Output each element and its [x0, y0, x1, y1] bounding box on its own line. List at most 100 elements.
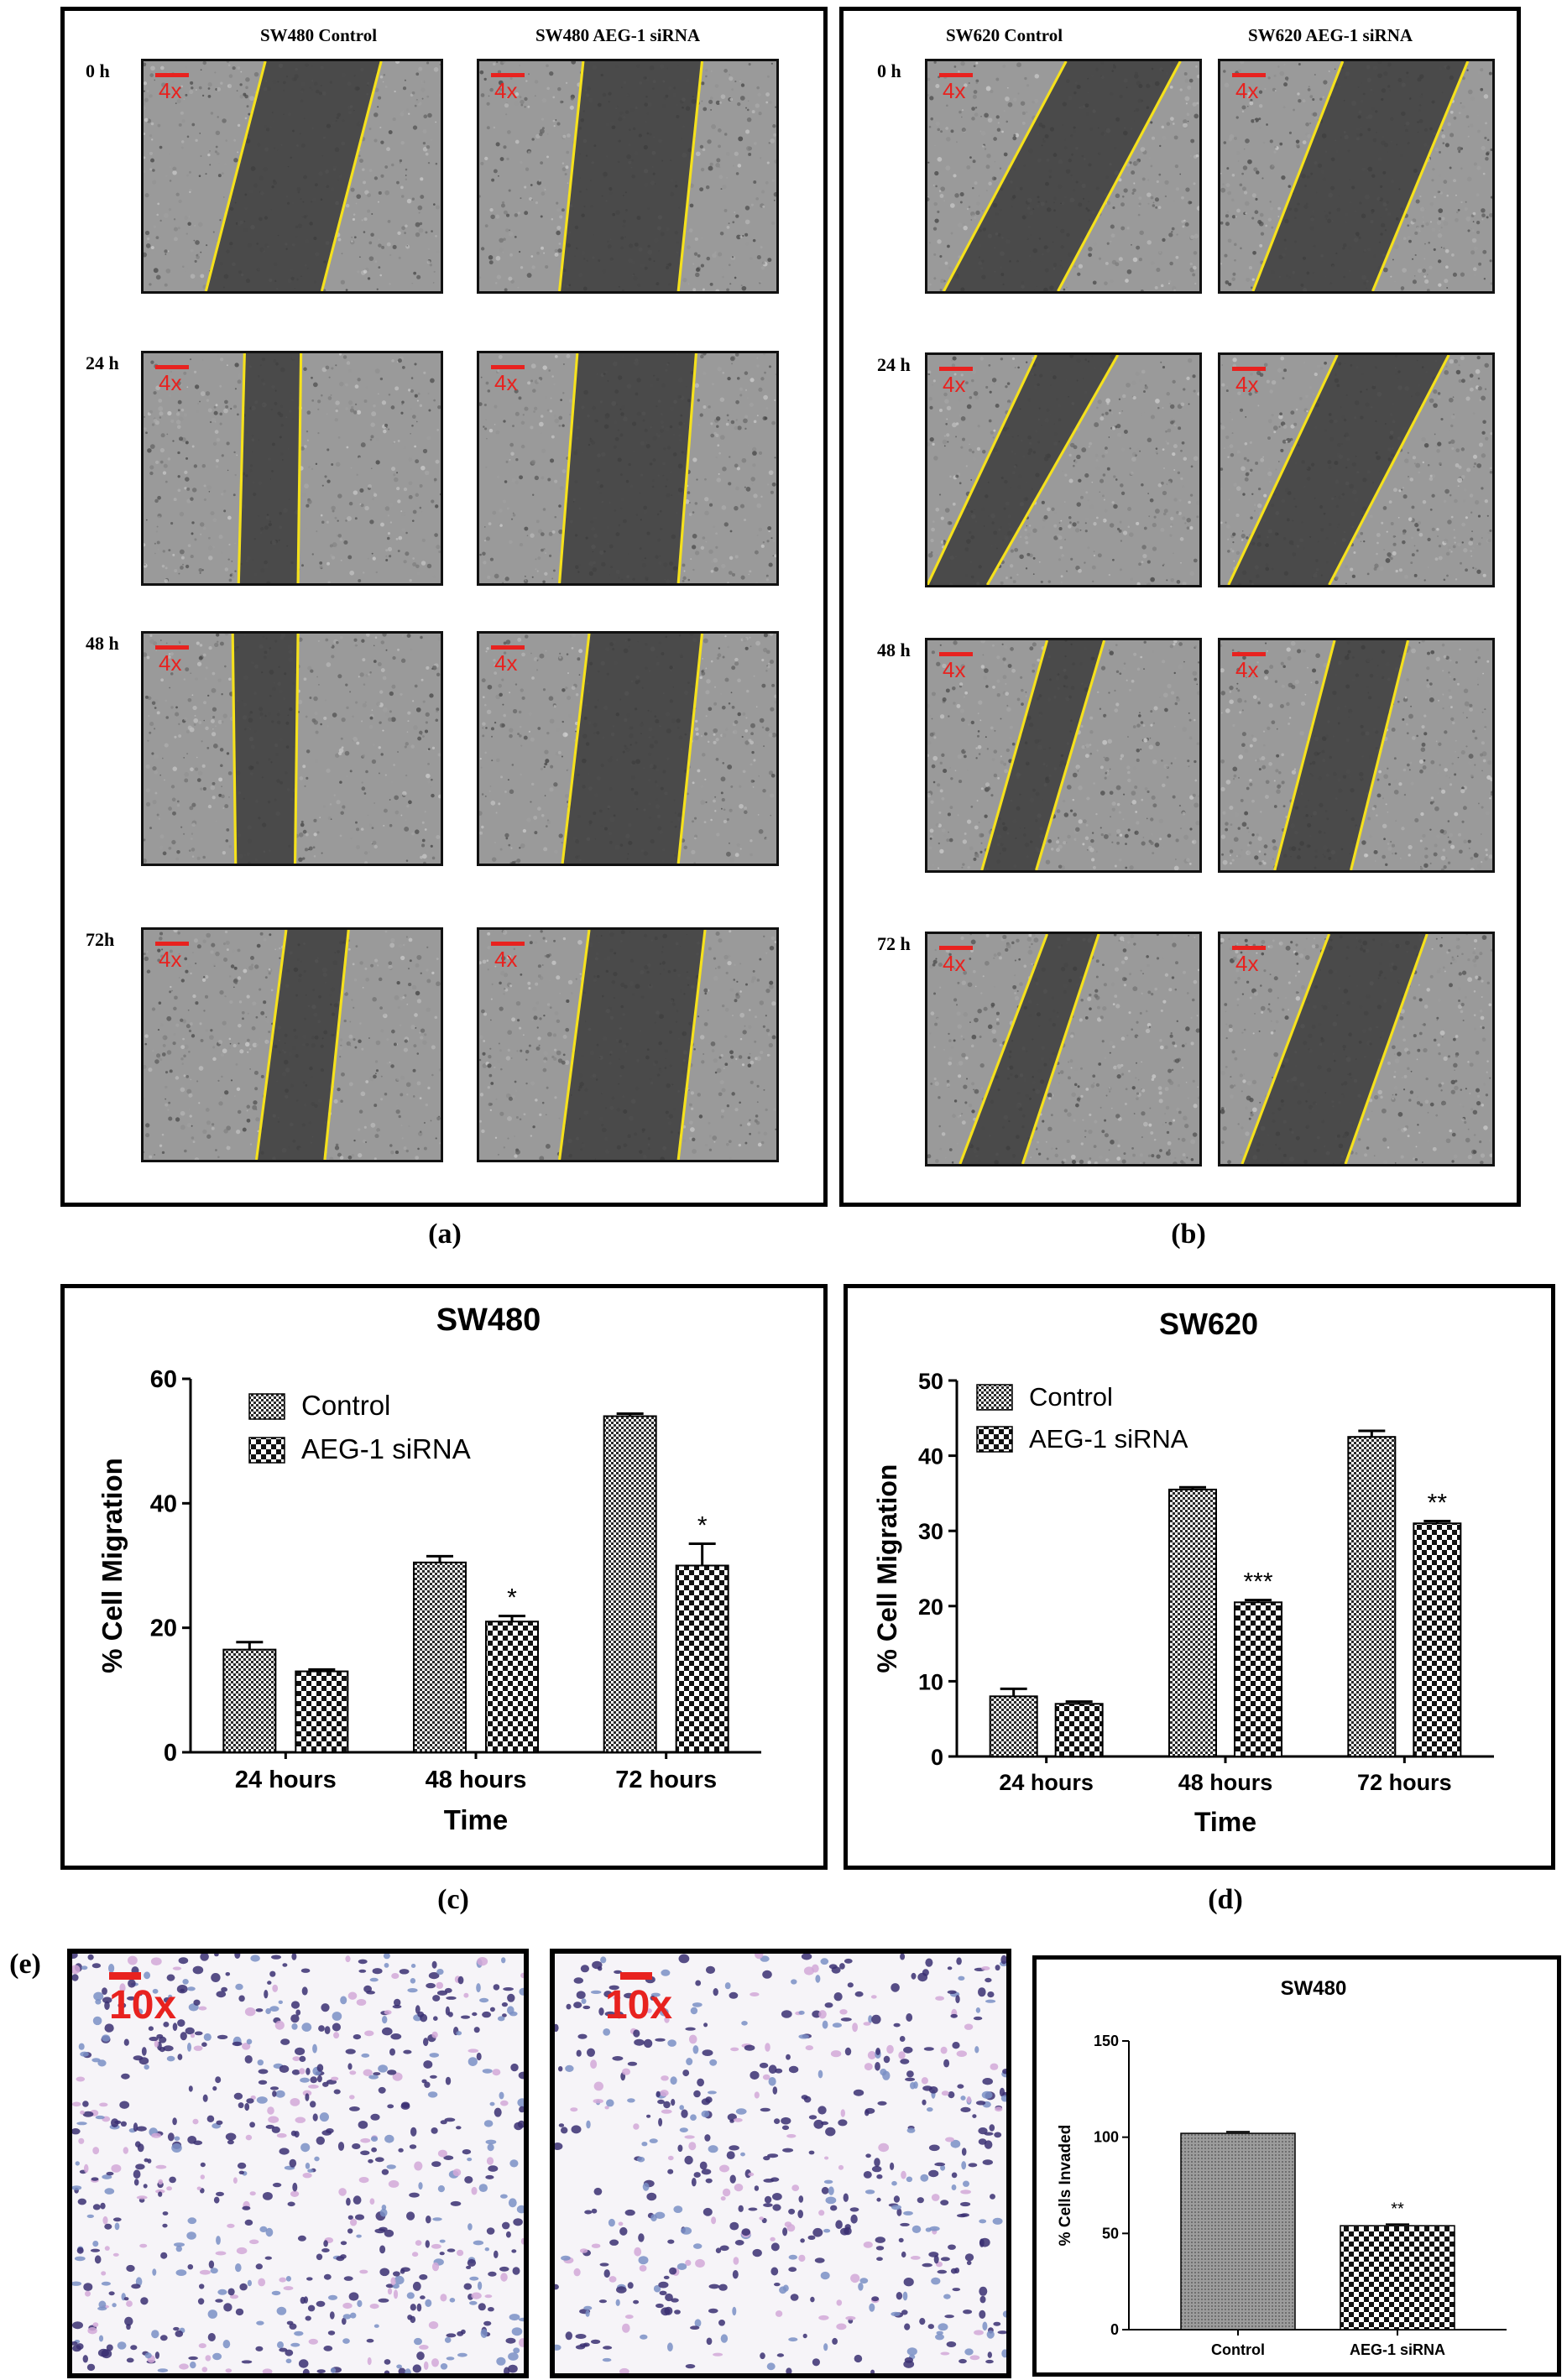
scratch-assay-image: 4x — [925, 638, 1202, 873]
magnification-label: 4x — [943, 951, 966, 976]
y-tick-label: 10 — [918, 1669, 943, 1694]
panel-d-letter: (d) — [1208, 1884, 1243, 1915]
scratch-assay-image: 4x — [925, 352, 1202, 587]
scratch-assay-image: 4x — [1218, 352, 1495, 587]
y-tick-label: 20 — [918, 1594, 943, 1620]
scale-bar — [1232, 73, 1266, 77]
scale-bar — [1232, 946, 1266, 950]
magnification-label: 10x — [605, 1983, 673, 2028]
bar — [485, 1621, 539, 1753]
y-tick-label: 20 — [150, 1615, 177, 1642]
magnification-label: 10x — [109, 1983, 177, 2028]
legend-swatch — [248, 1437, 285, 1464]
bar — [1234, 1601, 1282, 1757]
panel-b-column-header-siRNA: SW620 AEG-1 siRNA — [1248, 25, 1413, 45]
y-tick-label: 0 — [1110, 2321, 1119, 2338]
scratch-assay-image: 4x — [477, 351, 779, 586]
legend-swatch — [976, 1426, 1013, 1453]
scratch-assay-image: 4x — [477, 631, 779, 866]
bar — [603, 1415, 657, 1753]
significance-marker: * — [507, 1584, 517, 1612]
bar — [413, 1561, 467, 1753]
y-tick-label: 100 — [1094, 2129, 1119, 2146]
scale-bar — [491, 365, 525, 369]
panel-a-column-header-siRNA: SW480 AEG-1 siRNA — [535, 25, 701, 45]
scale-bar — [155, 73, 189, 77]
significance-marker: ** — [1391, 2200, 1404, 2218]
scratch-assay-image: 4x — [141, 927, 443, 1162]
significance-marker: * — [697, 1512, 708, 1540]
scratch-assay-image: 4x — [477, 59, 779, 294]
magnification-label: 4x — [159, 650, 182, 676]
x-tick-label: 72 hours — [615, 1767, 717, 1793]
chart-sw480-invasion-frame: SW480 0 50 100 150 % Cells Invaded Control AEG-… — [1032, 1955, 1561, 2377]
magnification-label: 4x — [1235, 951, 1259, 976]
x-tick-label: Control — [1211, 2341, 1265, 2358]
y-tick-label: 40 — [150, 1490, 177, 1517]
magnification-label: 4x — [1235, 657, 1259, 682]
time-point-label: 0 h — [877, 60, 901, 81]
y-tick-label: 50 — [918, 1369, 943, 1394]
time-point-label: 48 h — [877, 639, 911, 660]
x-tick-label: 24 hours — [999, 1770, 1094, 1795]
legend-label: Control — [301, 1390, 390, 1421]
y-tick-label: 60 — [150, 1366, 177, 1393]
scratch-assay-image: 4x — [477, 927, 779, 1162]
panel-c-letter: (c) — [437, 1884, 469, 1915]
bar — [1413, 1522, 1462, 1757]
time-point-label: 24 h — [877, 354, 911, 375]
x-tick-label: AEG-1 siRNA — [1350, 2341, 1445, 2358]
legend-label: AEG-1 siRNA — [301, 1433, 471, 1464]
x-axis-label: Time — [1194, 1807, 1256, 1837]
magnification-label: 4x — [494, 947, 518, 972]
y-tick-label: 30 — [918, 1519, 943, 1544]
chart-title: SW620 — [1159, 1307, 1258, 1341]
scale-bar — [939, 652, 973, 656]
legend-label: Control — [1029, 1382, 1113, 1412]
scale-bar — [939, 946, 973, 950]
bar — [1168, 1488, 1217, 1757]
bar — [1347, 1436, 1397, 1757]
chart-title: SW480 — [1281, 1977, 1347, 2000]
invasion-stain-dots — [555, 1954, 1006, 2373]
panel-a-letter: (a) — [428, 1219, 462, 1250]
magnification-label: 4x — [943, 78, 966, 103]
chart-title: SW480 — [436, 1302, 541, 1338]
time-point-label: 48 h — [86, 633, 119, 654]
time-point-label: 72h — [86, 929, 115, 950]
scale-bar — [155, 365, 189, 369]
bar — [1340, 2225, 1455, 2330]
significance-marker: ** — [1428, 1490, 1448, 1517]
scale-bar — [491, 942, 525, 946]
y-axis-label: % Cell Migration — [97, 1458, 128, 1673]
magnification-label: 4x — [943, 372, 966, 397]
y-tick-label: 50 — [1102, 2225, 1119, 2242]
y-tick-label: 40 — [918, 1444, 943, 1469]
magnification-label: 4x — [1235, 78, 1259, 103]
scratch-assay-image: 4x — [1218, 638, 1495, 873]
invasion-image-control: 10x — [67, 1949, 529, 2378]
panel-e-letter: (e) — [9, 1949, 41, 1980]
bar — [1180, 2132, 1296, 2330]
magnification-label: 4x — [943, 657, 966, 682]
time-point-label: 24 h — [86, 352, 119, 373]
scale-bar — [491, 645, 525, 650]
invasion-image-siRNA: 10x — [550, 1949, 1011, 2378]
panel-b-column-header-control: SW620 Control — [946, 25, 1063, 45]
chart-sw480-migration-frame: SW480 0 20 40 60 % Cell Migration Time 24 hours… — [60, 1284, 828, 1870]
scratch-assay-image: 4x — [1218, 59, 1495, 294]
scratch-assay-image: 4x — [141, 631, 443, 866]
invasion-stain-dots — [72, 1954, 524, 2373]
panel-a-column-header-control: SW480 Control — [260, 25, 378, 45]
x-tick-label: 48 hours — [426, 1767, 527, 1793]
chart-sw480-migration: SW480 0 20 40 60 % Cell Migration Time 24 hours… — [97, 1302, 761, 1835]
scale-bar — [939, 73, 973, 77]
scale-bar — [155, 645, 189, 650]
bar — [1054, 1703, 1104, 1757]
scale-bar — [1232, 367, 1266, 371]
magnification-label: 4x — [494, 370, 518, 395]
scale-bar — [491, 73, 525, 77]
y-tick-label: 150 — [1094, 2033, 1119, 2049]
significance-marker: *** — [1243, 1568, 1272, 1596]
y-axis-label: % Cells Invaded — [1057, 2125, 1074, 2247]
